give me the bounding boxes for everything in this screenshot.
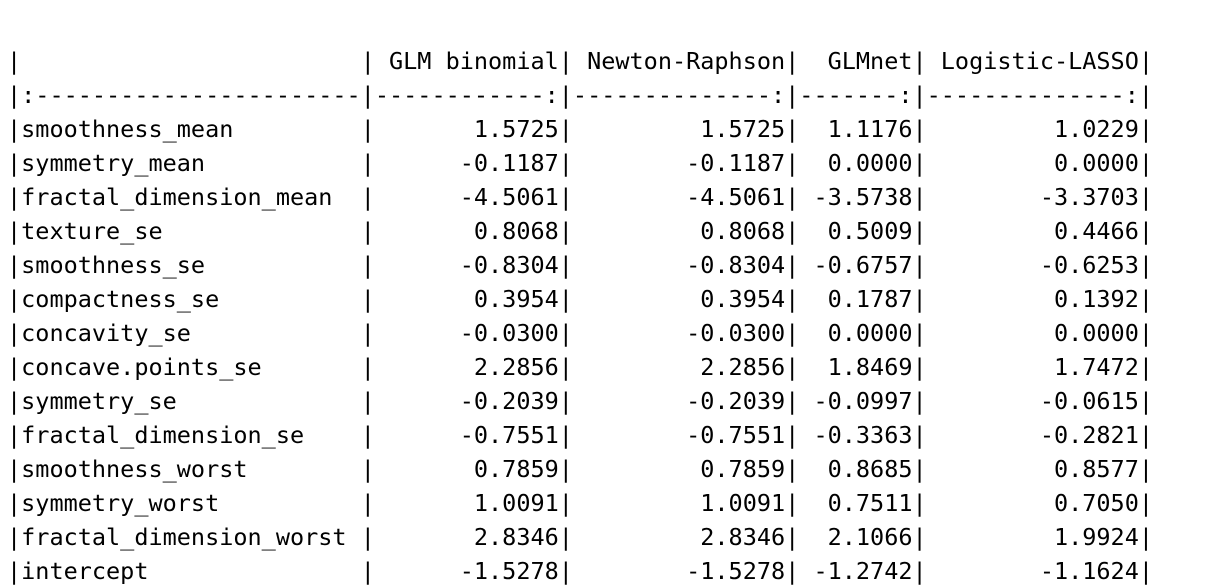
table-row: |texture_se | 0.8068| 0.8068| 0.5009| 0.… (7, 217, 1154, 245)
markdown-table-output: | | GLM binomial| Newton-Raphson| GLMnet… (7, 44, 1153, 588)
table-header-row: | | GLM binomial| Newton-Raphson| GLMnet… (7, 47, 1154, 75)
table-row: |concavity_se | -0.0300| -0.0300| 0.0000… (7, 319, 1154, 347)
table-row: |compactness_se | 0.3954| 0.3954| 0.1787… (7, 285, 1154, 313)
table-row: |symmetry_se | -0.2039| -0.2039| -0.0997… (7, 387, 1154, 415)
table-row: |symmetry_mean | -0.1187| -0.1187| 0.000… (7, 149, 1154, 177)
table-row: |fractal_dimension_worst | 2.8346| 2.834… (7, 523, 1154, 551)
table-row: |smoothness_se | -0.8304| -0.8304| -0.67… (7, 251, 1154, 279)
table-row: |smoothness_mean | 1.5725| 1.5725| 1.117… (7, 115, 1154, 143)
table-separator-row: |:-----------------------|------------:|… (7, 81, 1154, 109)
table-row: |fractal_dimension_se | -0.7551| -0.7551… (7, 421, 1154, 449)
table-row: |smoothness_worst | 0.7859| 0.7859| 0.86… (7, 455, 1154, 483)
table-row: |symmetry_worst | 1.0091| 1.0091| 0.7511… (7, 489, 1154, 517)
table-row: |fractal_dimension_mean | -4.5061| -4.50… (7, 183, 1154, 211)
table-row: |concave.points_se | 2.2856| 2.2856| 1.8… (7, 353, 1154, 381)
table-row: |intercept | -1.5278| -1.5278| -1.2742| … (7, 557, 1154, 585)
